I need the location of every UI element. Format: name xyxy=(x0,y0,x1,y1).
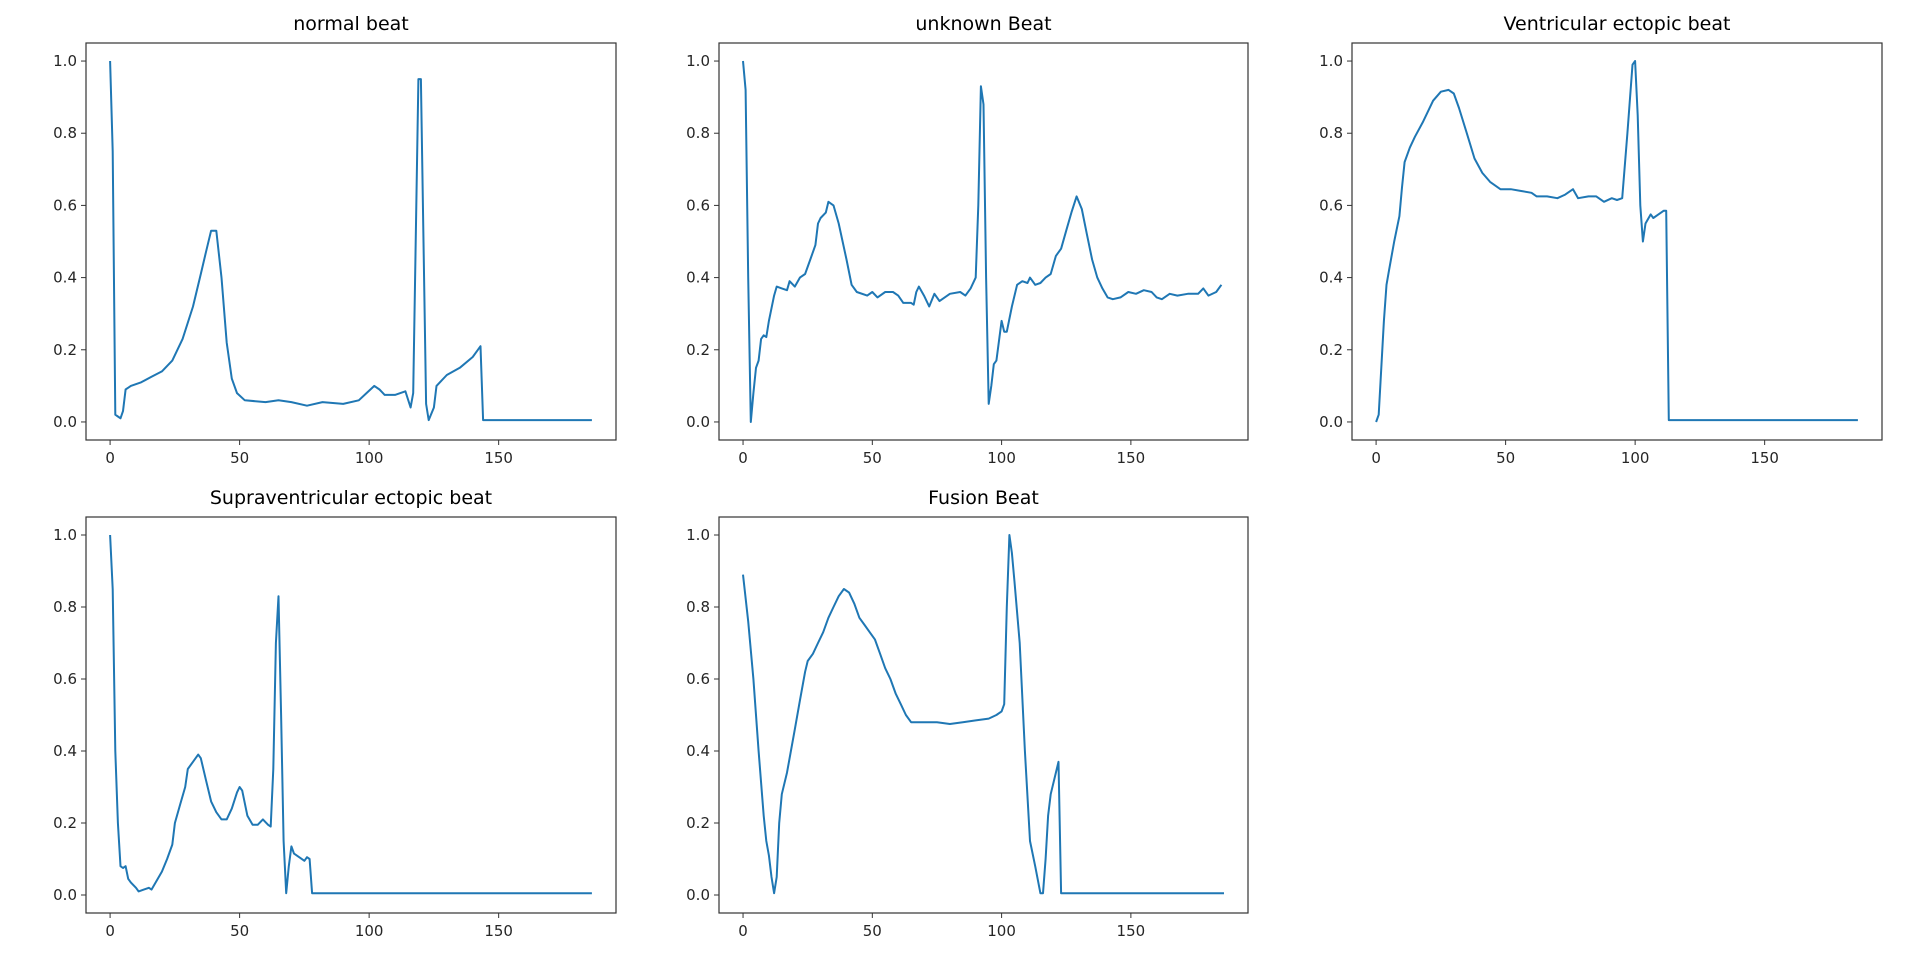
y-tick-label: 0.4 xyxy=(1319,269,1343,287)
y-tick-label: 0.4 xyxy=(686,742,710,760)
x-tick-label: 100 xyxy=(987,922,1016,940)
x-tick-label: 0 xyxy=(738,922,748,940)
x-tick-label: 150 xyxy=(1117,449,1146,467)
x-tick-label: 50 xyxy=(230,449,249,467)
subplot-title: Supraventricular ectopic beat xyxy=(210,487,492,509)
axes-frame xyxy=(85,42,617,441)
y-tick-label: 1.0 xyxy=(53,526,77,544)
axes-frame xyxy=(1351,42,1883,441)
y-tick-label: 0.6 xyxy=(686,196,710,214)
x-tick-label: 150 xyxy=(484,449,513,467)
series-line xyxy=(1375,60,1858,423)
y-tick-label: 0.8 xyxy=(1319,124,1343,142)
x-tick-label: 50 xyxy=(863,922,882,940)
subplot-ventricular-ectopic-beat: Ventricular ectopic beat 0.0 0.2 0.4 0.6 0.8… xyxy=(1319,13,1883,467)
y-tick-label: 0.0 xyxy=(686,413,710,431)
subplot-title: unknown Beat xyxy=(915,13,1051,35)
subplot-title: normal beat xyxy=(293,13,408,35)
x-tick-label: 0 xyxy=(738,449,748,467)
y-tick-label: 0.4 xyxy=(53,269,77,287)
y-tick-label: 0.8 xyxy=(53,598,77,616)
y-tick-label: 1.0 xyxy=(1319,52,1343,70)
subplot-title: Ventricular ectopic beat xyxy=(1504,13,1731,35)
x-tick-label: 0 xyxy=(105,922,115,940)
y-tick-label: 0.6 xyxy=(53,196,77,214)
x-tick-label: 150 xyxy=(484,922,513,940)
x-tick-label: 150 xyxy=(1750,449,1779,467)
x-tick-label: 50 xyxy=(863,449,882,467)
x-tick-label: 100 xyxy=(987,449,1016,467)
subplot-supraventricular-ectopic-beat: Supraventricular ectopic beat 0.0 0.2 0.4 0… xyxy=(53,487,617,940)
series-line xyxy=(742,534,1224,895)
series-line xyxy=(109,534,592,895)
y-tick-label: 1.0 xyxy=(686,526,710,544)
y-tick-label: 0.2 xyxy=(53,814,77,832)
y-tick-label: 0.2 xyxy=(686,341,710,359)
y-tick-label: 0.6 xyxy=(53,670,77,688)
y-tick-label: 0.2 xyxy=(53,341,77,359)
series-line xyxy=(742,60,1223,423)
y-tick-label: 0.0 xyxy=(1319,413,1343,431)
y-tick-label: 0.2 xyxy=(686,814,710,832)
x-tick-label: 100 xyxy=(355,922,384,940)
y-tick-label: 0.8 xyxy=(686,598,710,616)
subplot-title: Fusion Beat xyxy=(928,487,1039,509)
y-tick-label: 0.0 xyxy=(686,886,710,904)
y-tick-label: 0.8 xyxy=(53,124,77,142)
y-tick-label: 1.0 xyxy=(686,52,710,70)
axes-frame xyxy=(718,516,1249,914)
y-tick-label: 0.4 xyxy=(686,269,710,287)
y-tick-label: 0.4 xyxy=(53,742,77,760)
x-tick-label: 0 xyxy=(1371,449,1381,467)
x-tick-label: 150 xyxy=(1117,922,1146,940)
x-tick-label: 50 xyxy=(230,922,249,940)
y-tick-label: 0.0 xyxy=(53,413,77,431)
x-tick-label: 100 xyxy=(1621,449,1650,467)
y-tick-label: 0.8 xyxy=(686,124,710,142)
y-tick-label: 0.2 xyxy=(1319,341,1343,359)
y-tick-label: 1.0 xyxy=(53,52,77,70)
y-tick-label: 0.0 xyxy=(53,886,77,904)
axes-frame xyxy=(85,516,617,914)
y-tick-label: 0.6 xyxy=(1319,196,1343,214)
y-tick-label: 0.6 xyxy=(686,670,710,688)
x-tick-label: 50 xyxy=(1496,449,1515,467)
series-line xyxy=(109,60,592,422)
subplot-unknown-beat: unknown Beat 0.0 0.2 0.4 0.6 0.8 1.0 0 50 100 150 xyxy=(686,13,1249,467)
x-tick-label: 0 xyxy=(105,449,115,467)
subplot-normal-beat: normal beat 0.0 0.2 0.4 0.6 0.8 1.0 0 50 100 150 xyxy=(53,13,617,467)
x-tick-label: 100 xyxy=(355,449,384,467)
axes-frame xyxy=(718,42,1249,441)
subplot-fusion-beat: Fusion Beat 0.0 0.2 0.4 0.6 0.8 1.0 0 50 100 150 xyxy=(686,487,1249,940)
